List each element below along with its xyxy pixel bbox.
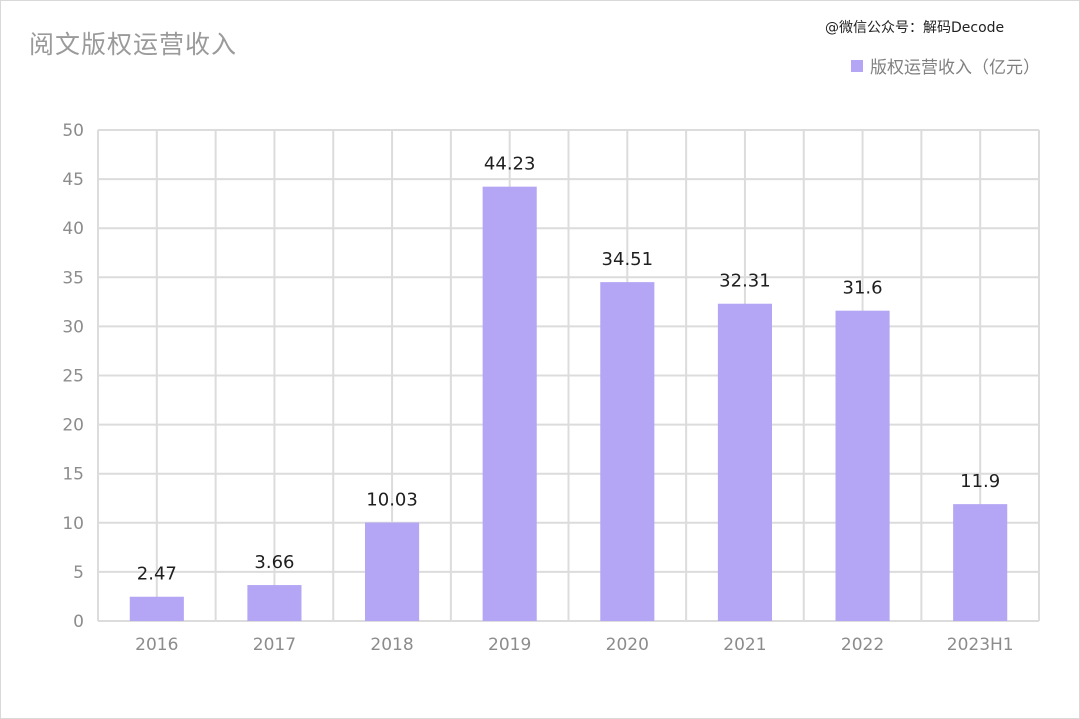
y-tick-label: 25	[62, 367, 84, 387]
legend-label: 版权运营收入（亿元）	[870, 58, 1040, 78]
x-tick-label: 2019	[488, 635, 531, 655]
x-tick-label: 2022	[841, 635, 884, 655]
legend-swatch	[851, 59, 863, 72]
bar	[129, 596, 184, 621]
y-tick-labels: 0 5 10 15 20 25 30 35 40 45 50	[62, 121, 84, 632]
y-tick-label: 35	[62, 268, 84, 288]
legend: 版权运营收入（亿元）	[851, 53, 1040, 78]
y-tick-label: 10	[62, 514, 84, 534]
data-labels: 2.47 3.66 10.03 44.23 34.51 32.31 31.6 11.9	[137, 154, 1000, 585]
chart-title: 阅文版权运营收入	[29, 30, 238, 59]
x-tick-label: 2017	[253, 635, 296, 655]
y-tick-label: 45	[62, 170, 84, 190]
data-label: 34.51	[602, 249, 654, 270]
y-tick-label: 50	[62, 121, 84, 141]
data-label: 44.23	[484, 154, 536, 175]
x-tick-labels: 2016 2017 2018 2019 2020 2021 2022 2023H1	[135, 635, 1013, 655]
data-label: 32.31	[719, 271, 771, 292]
bar	[717, 303, 772, 621]
x-tick-label: 2018	[370, 635, 413, 655]
data-label: 2.47	[137, 564, 177, 585]
bar	[482, 186, 537, 621]
data-label: 31.6	[843, 278, 883, 299]
bar	[953, 504, 1008, 621]
x-tick-label: 2021	[723, 635, 766, 655]
y-tick-label: 30	[62, 317, 84, 337]
x-tick-label: 2020	[606, 635, 649, 655]
y-tick-label: 0	[73, 612, 84, 632]
bar	[365, 522, 420, 621]
data-label: 3.66	[254, 552, 294, 573]
bar	[835, 310, 890, 621]
x-tick-label: 2023H1	[947, 635, 1014, 655]
y-tick-label: 5	[73, 563, 84, 583]
y-tick-label: 40	[62, 219, 84, 239]
grid-lines	[97, 129, 1040, 622]
data-label: 10.03	[366, 490, 418, 511]
y-tick-label: 20	[62, 416, 84, 436]
bars	[129, 186, 1008, 621]
bar	[247, 585, 302, 621]
data-label: 11.9	[960, 471, 1000, 492]
bar	[600, 282, 655, 621]
y-tick-label: 15	[62, 465, 84, 485]
watermark-text: @微信公众号：解码Decode	[825, 20, 1005, 36]
x-tick-label: 2016	[135, 635, 178, 655]
